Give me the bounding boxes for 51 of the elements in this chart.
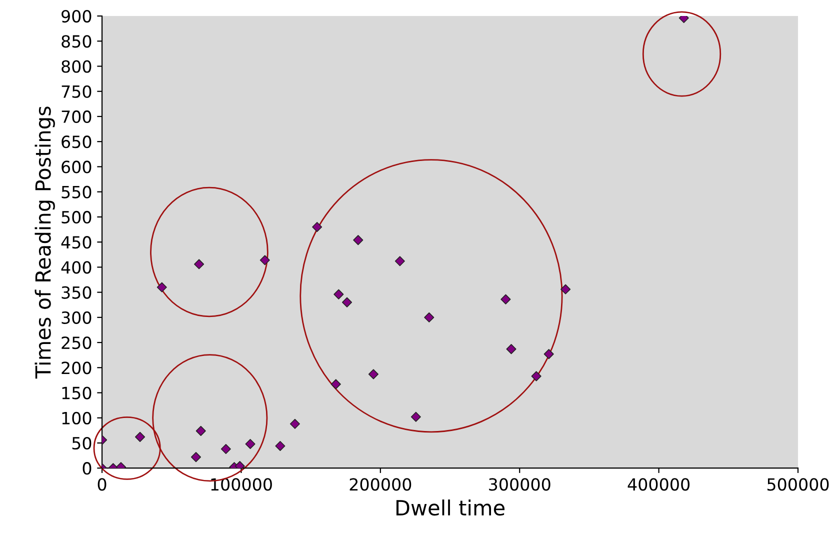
point	[560, 284, 571, 294]
x-tick-label: 0	[98, 478, 106, 491]
y-tick-label: 700	[62, 110, 92, 124]
y-tick-label: 550	[62, 186, 92, 198]
y-tick-label: 200	[62, 362, 92, 374]
point	[531, 371, 542, 382]
point	[156, 282, 167, 292]
x-tick-label: 500000	[767, 478, 829, 491]
x-tick-label: 300000	[489, 478, 550, 491]
y-tick-label: 50	[72, 436, 92, 450]
point	[342, 297, 352, 308]
y-tick-label: 600	[62, 160, 92, 174]
point	[312, 222, 322, 232]
point	[334, 289, 344, 300]
x-tick-label: 400000	[628, 478, 690, 491]
point	[245, 438, 256, 450]
x-tick-label: 100000	[211, 478, 272, 491]
y-axis-title: Times of Reading Postings	[34, 106, 55, 379]
y-tick-label: 300	[62, 311, 92, 324]
point	[410, 412, 421, 422]
x-axis-title: Dwell time	[396, 500, 504, 516]
y-tick-label: 0	[82, 462, 92, 475]
point	[196, 426, 206, 436]
point	[275, 440, 286, 452]
y-tick-label: 850	[62, 35, 92, 48]
point	[330, 379, 341, 390]
x-tick-label: 200000	[350, 478, 412, 491]
point	[353, 235, 364, 246]
point	[506, 344, 516, 354]
y-tick-label: 800	[62, 60, 92, 73]
point	[290, 418, 300, 429]
y-tick-label: 500	[62, 210, 92, 224]
y-tick-label: 900	[62, 10, 92, 23]
y-tick-label: 650	[62, 136, 92, 148]
y-tick-label: 150	[62, 386, 92, 400]
point	[394, 256, 405, 266]
point	[190, 452, 202, 462]
y-tick-label: 750	[62, 85, 92, 98]
y-tick-label: 250	[62, 336, 92, 350]
y-tick-label: 100	[62, 412, 92, 424]
point	[135, 432, 146, 442]
point	[260, 255, 270, 266]
point	[368, 369, 378, 380]
point	[500, 294, 511, 304]
y-tick-label: 350	[62, 286, 92, 299]
point	[424, 312, 434, 322]
y-tick-label: 450	[61, 236, 92, 249]
point	[544, 349, 554, 360]
point	[194, 259, 204, 270]
y-tick-label: 400	[61, 261, 92, 274]
point	[220, 444, 231, 454]
